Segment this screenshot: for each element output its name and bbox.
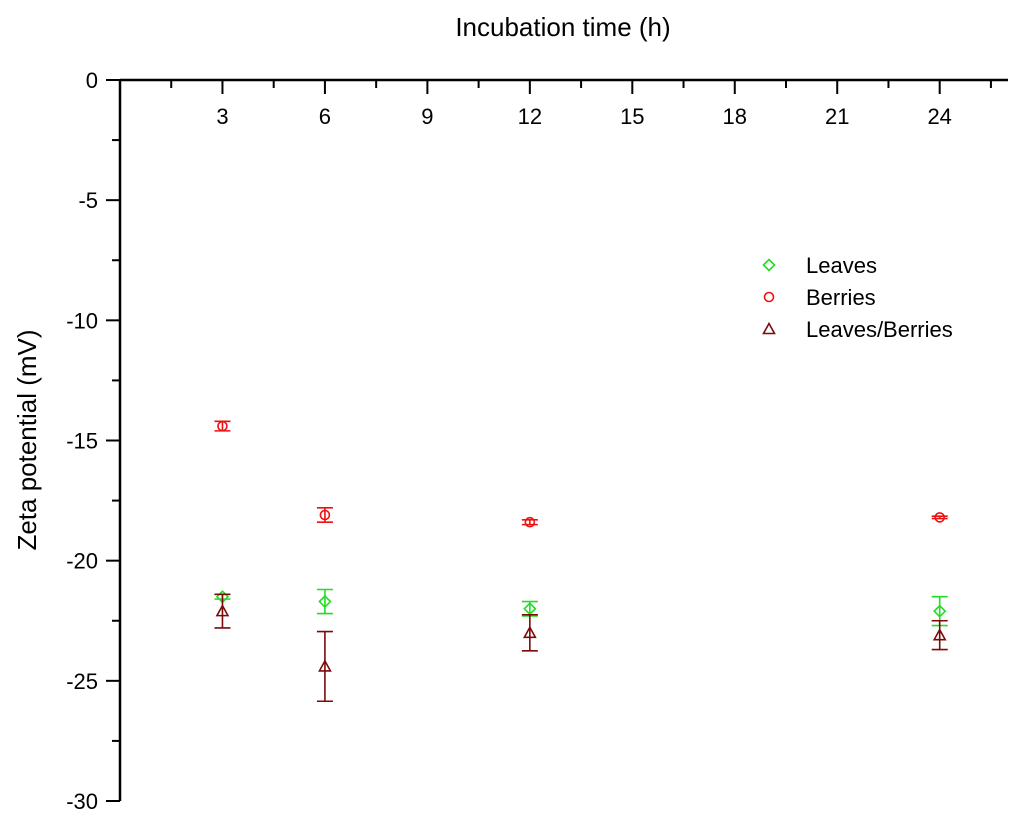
y-tick-label: -25 — [66, 669, 98, 694]
legend-label-leaves: Leaves — [806, 253, 877, 278]
leaves-point — [318, 594, 332, 609]
x-tick-label: 3 — [216, 104, 228, 129]
y-tick-label: -15 — [66, 429, 98, 454]
y-tick-label: 0 — [86, 68, 98, 93]
leaves-berries-point — [932, 628, 947, 641]
plot-area — [214, 420, 948, 703]
x-tick-label: 21 — [825, 104, 849, 129]
axes: 3 6 9 12 15 18 21 24 0 -5 -10 -15 -20 -25 -30 — [66, 68, 1008, 814]
leaves-point — [933, 604, 947, 618]
x-tick-label: 24 — [927, 104, 951, 129]
legend-marker-berries — [763, 291, 775, 303]
leaves-berries-point — [318, 659, 332, 672]
berries-point — [217, 420, 228, 432]
leaves-berries-point — [215, 603, 230, 617]
x-tick-label: 9 — [421, 104, 433, 129]
x-tick-label: 6 — [319, 104, 331, 129]
y-tick-label: -30 — [66, 789, 98, 814]
x-tick-label: 18 — [723, 104, 747, 129]
y-tick-label: -10 — [66, 308, 98, 333]
legend-marker-leaves — [762, 258, 776, 272]
x-tick-label: 15 — [620, 104, 644, 129]
y-tick-label: -5 — [78, 188, 98, 213]
y-axis-title: Zeta potential (mV) — [12, 329, 42, 550]
legend: Leaves Berries Leaves/Berries — [762, 253, 953, 342]
legend-label-berries: Berries — [806, 285, 876, 310]
x-tick-label: 12 — [518, 104, 542, 129]
berries-point — [524, 516, 536, 528]
berries-point — [319, 509, 331, 521]
legend-label-leaves-berries: Leaves/Berries — [806, 317, 953, 342]
x-axis-title: Incubation time (h) — [455, 12, 670, 42]
berries-point — [934, 512, 945, 523]
legend-marker-leaves-berries — [762, 321, 776, 335]
leaves-berries-point — [522, 625, 537, 639]
y-tick-label: -20 — [66, 549, 98, 574]
